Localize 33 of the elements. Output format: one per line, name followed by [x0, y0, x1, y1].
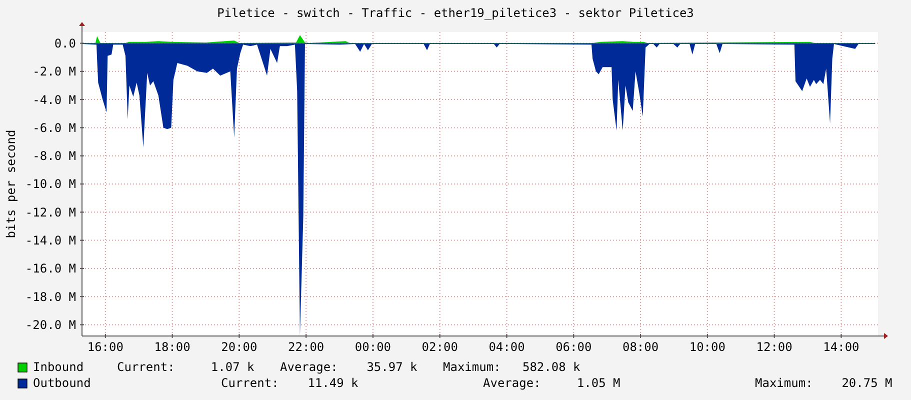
x-tick-label: 06:00: [556, 340, 592, 354]
x-tick-label: 16:00: [87, 340, 124, 354]
y-tick-label: -16.0 M: [25, 262, 76, 276]
y-tick-label: -8.0 M: [32, 149, 76, 164]
x-tick-label: 22:00: [288, 340, 324, 354]
text: Maximum: 582.08 k: [443, 360, 582, 374]
y-tick-label: -10.0 M: [25, 177, 76, 192]
x-tick-label: 10:00: [689, 340, 726, 354]
y-tick-label: 0.0: [54, 36, 76, 50]
text: Current: 1.07 k: [117, 360, 256, 374]
x-tick-label: 18:00: [154, 340, 190, 354]
x-tick-label: 20:00: [221, 340, 258, 354]
x-tick-label: 04:00: [488, 340, 525, 354]
text: Maximum: 20.75 M: [755, 376, 892, 390]
text: Average: 35.97 k: [280, 360, 418, 374]
y-axis-title: bits per second: [4, 130, 18, 238]
y-tick-label: -12.0 M: [25, 205, 76, 220]
y-tick-label: -6.0 M: [32, 120, 76, 135]
x-tick-label: 00:00: [354, 340, 392, 354]
chart-title: Piletice - switch - Traffic - ether19_piletice3 - sektor Piletice3: [217, 6, 694, 20]
x-tick-label: 14:00: [823, 340, 860, 354]
legend-label: Outbound: [33, 376, 91, 390]
text: Current: 11.49 k: [221, 376, 360, 390]
x-tick-label: 08:00: [622, 340, 659, 354]
y-tick-label: -14.0 M: [25, 233, 76, 248]
text: Average: 1.05 M: [483, 376, 620, 390]
y-tick-label: -2.0 M: [32, 64, 76, 79]
legend-label: Inbound: [33, 360, 84, 374]
x-tick-label: 12:00: [756, 340, 792, 354]
y-tick-label: -20.0 M: [25, 318, 76, 332]
x-tick-label: 02:00: [422, 340, 458, 354]
y-tick-label: -18.0 M: [25, 290, 76, 304]
y-tick-label: -4.0 M: [32, 92, 76, 107]
